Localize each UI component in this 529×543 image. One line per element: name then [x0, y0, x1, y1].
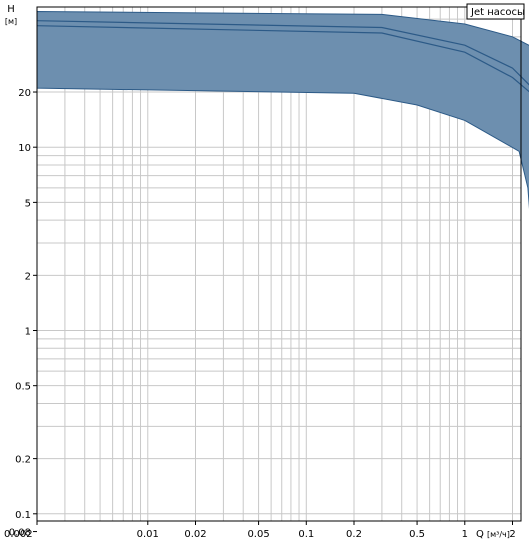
- legend-box: [466, 3, 525, 20]
- performance-area: [36, 10, 529, 209]
- y-tick-label: 10: [18, 143, 31, 154]
- x-tick-label: 0.5: [409, 529, 425, 540]
- y-tick-label: 0.08: [9, 528, 31, 539]
- legend-label: Jet насосы: [470, 7, 525, 18]
- series-line-1: [36, 20, 529, 86]
- axes: [33, 6, 522, 533]
- plot-frame: [36, 6, 522, 522]
- x-tick-label: 0.1: [298, 529, 314, 540]
- x-tick-label: 0.002: [4, 529, 33, 540]
- y-tick-label: 0.1: [15, 510, 31, 521]
- y-tick-label: 2: [25, 271, 31, 282]
- x-tick-label: 0.02: [184, 529, 206, 540]
- y-tick-label: 0.5: [15, 382, 31, 393]
- x-tick-label: 0.2: [346, 529, 362, 540]
- y-tick-label: 20: [18, 88, 31, 99]
- x-axis-label: Q: [476, 529, 484, 540]
- y-axis-unit: [м]: [5, 17, 17, 26]
- x-tick-label: 0.05: [247, 529, 269, 540]
- y-axis-label: H: [7, 4, 15, 15]
- y-tick-label: 5: [25, 198, 31, 209]
- y-tick-label: 0.2: [15, 455, 31, 466]
- y-tick-label: 1: [25, 327, 31, 338]
- x-tick-label: 0.01: [137, 529, 159, 540]
- performance-envelope: [36, 10, 529, 209]
- x-tick-label: 2: [509, 529, 515, 540]
- tick-labels: 0.002 0.01 0.02 0.05 0.1 0.2 0.5 1 2 Q 0.08 0.1 0.2 0…: [4, 88, 516, 540]
- x-tick-label: 1: [462, 529, 468, 540]
- x-axis-unit: [м³/ч]: [487, 530, 510, 539]
